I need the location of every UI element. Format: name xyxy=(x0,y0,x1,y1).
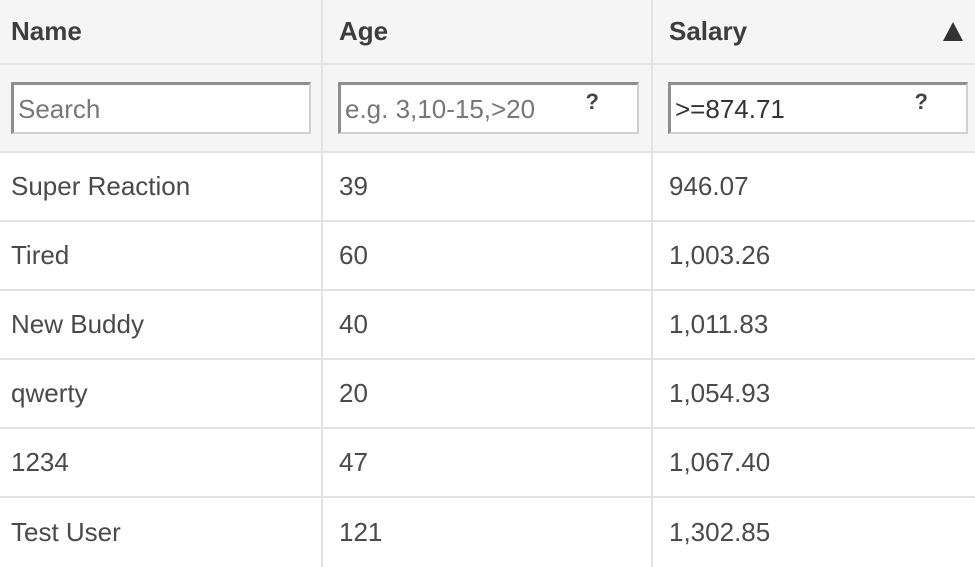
age-filter-input[interactable] xyxy=(341,85,637,132)
age-help-icon[interactable]: ? xyxy=(585,89,599,114)
cell-age: 39 xyxy=(323,153,653,220)
filter-cell-salary: ? xyxy=(653,65,975,151)
cell-name: Super Reaction xyxy=(0,153,323,220)
table-row[interactable]: New Buddy 40 1,011.83 xyxy=(0,291,975,360)
salary-filter-input[interactable] xyxy=(671,85,966,132)
sort-ascending-icon[interactable] xyxy=(943,22,963,41)
cell-age: 121 xyxy=(323,498,653,567)
cell-salary: 1,011.83 xyxy=(669,309,769,339)
name-filter-box xyxy=(11,82,311,134)
cell-salary: 1,003.26 xyxy=(669,240,771,270)
filter-cell-age: ? xyxy=(323,65,653,151)
name-search-input[interactable] xyxy=(14,85,309,132)
table-row[interactable]: Test User 121 1,302.85 xyxy=(0,498,975,567)
cell-age: 20 xyxy=(323,360,653,427)
cell-salary: 1,067.40 xyxy=(669,447,771,477)
table-row[interactable]: Tired 60 1,003.26 xyxy=(0,222,975,291)
age-filter-box: ? xyxy=(338,82,639,134)
table-row[interactable]: qwerty 20 1,054.93 xyxy=(0,360,975,429)
salary-help-icon[interactable]: ? xyxy=(914,89,928,114)
cell-salary: 1,302.85 xyxy=(669,517,771,547)
column-header-salary-label: Salary xyxy=(669,16,748,46)
cell-age: 60 xyxy=(323,222,653,289)
column-header-age[interactable]: Age xyxy=(323,0,653,63)
column-header-salary[interactable]: Salary xyxy=(653,0,975,63)
table-row[interactable]: Super Reaction 39 946.07 xyxy=(0,153,975,222)
cell-name: 1234 xyxy=(0,429,323,496)
cell-age: 47 xyxy=(323,429,653,496)
column-header-name[interactable]: Name xyxy=(0,0,323,63)
cell-salary: 1,054.93 xyxy=(669,378,771,408)
cell-name: qwerty xyxy=(0,360,323,427)
cell-age: 40 xyxy=(323,291,653,358)
table-row[interactable]: 1234 47 1,067.40 xyxy=(0,429,975,498)
cell-name: Tired xyxy=(0,222,323,289)
cell-name: New Buddy xyxy=(0,291,323,358)
table-header-row: Name Age Salary xyxy=(0,0,975,65)
column-header-age-label: Age xyxy=(339,16,389,46)
cell-salary: 946.07 xyxy=(669,171,749,201)
cell-name: Test User xyxy=(0,498,323,567)
salary-filter-box: ? xyxy=(668,82,968,134)
filter-cell-name xyxy=(0,65,323,151)
column-header-name-label: Name xyxy=(11,16,82,46)
filter-row: ? ? xyxy=(0,65,975,153)
